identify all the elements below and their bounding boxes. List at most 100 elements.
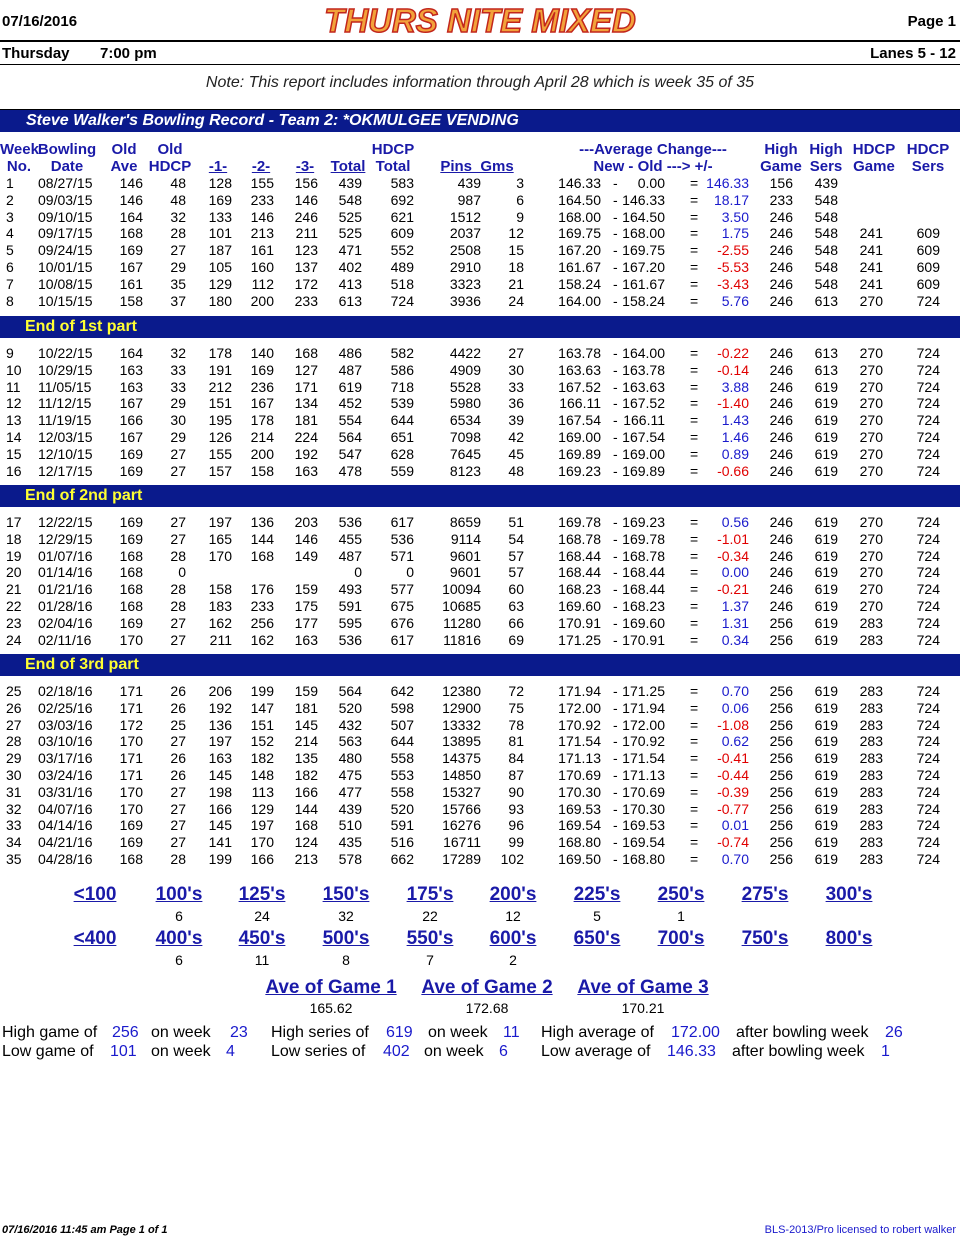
- hdcp-total: 582: [390, 345, 414, 361]
- table-row: 1 08/27/15 146 48 128 155 156 439 583 439 3 146.33 0…: [0, 175, 960, 192]
- hdcp-game: 283: [859, 631, 883, 648]
- subheader-rule: [0, 64, 960, 65]
- new-average: 170.92: [558, 716, 601, 733]
- col-old-hdcp: Old HDCP: [148, 141, 192, 175]
- games: 42: [508, 429, 524, 445]
- game-3: 214: [294, 733, 318, 750]
- games: 66: [508, 614, 524, 631]
- game-1: 128: [208, 175, 232, 191]
- new-average: 166.11: [559, 395, 601, 412]
- game-3: 182: [294, 767, 318, 783]
- games: 93: [508, 800, 524, 817]
- col-pins-gms: Pins Gms: [440, 158, 514, 175]
- minus-sign: -: [613, 530, 618, 547]
- minus-sign: -: [613, 547, 618, 564]
- high-game: 246: [769, 462, 793, 479]
- equals-sign: =: [690, 514, 699, 530]
- new-average: 170.91: [558, 614, 601, 631]
- high-game: 246: [769, 598, 793, 614]
- pins: 12900: [442, 699, 481, 716]
- games: 81: [508, 733, 524, 750]
- old-average: 167.20: [622, 259, 665, 275]
- old-ave: 146: [119, 175, 143, 191]
- bowling-date: 03/03/16: [38, 716, 93, 733]
- old-hdcp: 28: [170, 851, 186, 867]
- high-game: 256: [769, 767, 793, 783]
- equals-sign: =: [690, 614, 699, 631]
- game-3: 172: [294, 275, 318, 292]
- old-hdcp: 0: [178, 564, 186, 581]
- high-series: 619: [814, 716, 838, 733]
- old-hdcp: 32: [170, 208, 186, 225]
- game-3: 149: [294, 547, 318, 564]
- high-game-week: 23: [230, 1024, 248, 1041]
- old-hdcp: 29: [170, 395, 186, 412]
- pins: 10685: [442, 598, 481, 614]
- pins: 14850: [442, 767, 481, 783]
- old-hdcp: 27: [170, 530, 186, 547]
- series-total: 471: [338, 242, 362, 259]
- high-series: 548: [814, 259, 838, 275]
- old-hdcp: 33: [170, 378, 186, 395]
- hdcp-series: 724: [916, 292, 940, 309]
- high-series: 548: [814, 275, 838, 292]
- hdcp-total: 651: [390, 429, 414, 445]
- week-no: 10: [6, 361, 22, 378]
- game-1: 198: [208, 783, 232, 800]
- game-1: 136: [208, 716, 232, 733]
- minus-sign: -: [613, 445, 618, 462]
- col-g1: -1-: [208, 158, 228, 175]
- histogram-bin-label: 175's: [406, 884, 454, 905]
- hdcp-game: 270: [859, 361, 883, 378]
- histogram-bin-label: 750's: [741, 928, 789, 949]
- week-no: 32: [6, 800, 22, 817]
- high-game: 246: [769, 395, 793, 412]
- week-no: 14: [6, 429, 22, 445]
- part-separator-band: End of 3rd part: [0, 654, 960, 676]
- series-total: 536: [338, 514, 362, 530]
- old-ave: 171: [119, 767, 143, 783]
- new-average: 168.00: [558, 208, 601, 225]
- hdcp-series: 609: [916, 259, 940, 275]
- old-hdcp: 48: [170, 175, 186, 191]
- col-hdcp-game: HDCP Game: [851, 141, 897, 175]
- high-series: 619: [814, 683, 838, 699]
- minus-sign: -: [613, 259, 618, 275]
- game-2: 155: [250, 175, 274, 191]
- bowling-date: 12/10/15: [38, 445, 93, 462]
- old-ave: 166: [119, 412, 143, 429]
- col-hdcp-total-line2: Total: [375, 158, 411, 175]
- histogram-bin-label: 100's: [155, 884, 203, 905]
- high-game: 256: [769, 750, 793, 767]
- game-1: 191: [208, 361, 232, 378]
- high-series: 619: [814, 395, 838, 412]
- hdcp-series: 724: [916, 514, 940, 530]
- week-no: 17: [6, 514, 22, 530]
- bowling-date: 09/10/15: [38, 208, 93, 225]
- game-2: 236: [250, 378, 274, 395]
- old-hdcp: 28: [170, 598, 186, 614]
- histogram-bin-label: <100: [73, 884, 117, 905]
- col-hdcp-sers-line2: Sers: [911, 158, 945, 175]
- game-2: 213: [250, 225, 274, 242]
- bowling-date: 02/25/16: [38, 699, 93, 716]
- hdcp-total: 559: [390, 462, 414, 479]
- high-game: 246: [769, 275, 793, 292]
- week-no: 11: [6, 378, 21, 395]
- old-hdcp: 28: [170, 581, 186, 598]
- week-no: 28: [6, 733, 22, 750]
- game-3: 163: [294, 631, 318, 648]
- old-average: 146.33: [622, 191, 665, 208]
- ave-game-1-label: Ave of Game 1: [265, 977, 397, 998]
- hdcp-total: 598: [390, 699, 414, 716]
- week-no: 34: [6, 834, 22, 851]
- histogram-bin-label: 500's: [322, 928, 370, 949]
- equals-sign: =: [690, 412, 699, 429]
- game-2: 182: [250, 750, 274, 767]
- high-game: 246: [769, 259, 793, 275]
- game-3: 156: [294, 175, 318, 191]
- old-hdcp: 25: [170, 716, 186, 733]
- old-ave: 169: [119, 817, 143, 834]
- games: 45: [508, 445, 524, 462]
- game-2: 129: [250, 800, 274, 817]
